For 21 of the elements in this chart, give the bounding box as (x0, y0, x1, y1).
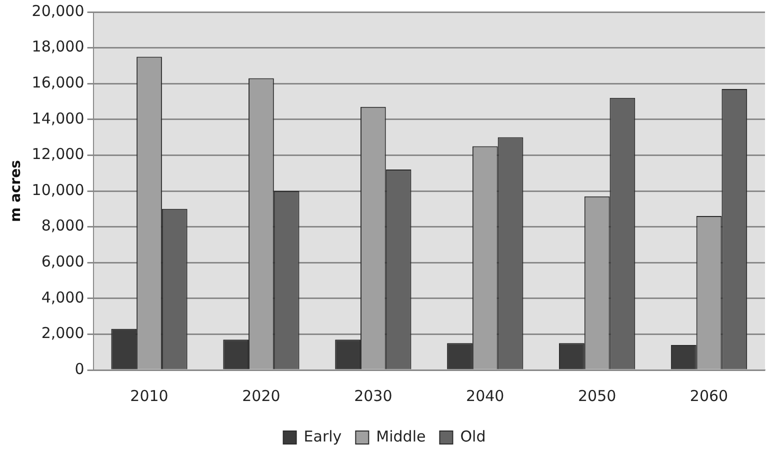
y-tick-label: 0 (74, 360, 84, 378)
x-tick-label: 2040 (466, 386, 504, 405)
y-tick-label: 2,000 (41, 324, 84, 342)
legend-label: Early (304, 427, 342, 446)
x-tick-label: 2020 (242, 386, 280, 405)
y-tick-label: 18,000 (32, 38, 84, 56)
y-tick-label: 20,000 (32, 2, 84, 20)
y-tick-label: 14,000 (32, 109, 84, 128)
x-tick-label: 2030 (354, 386, 392, 405)
y-tick-label: 8,000 (41, 216, 84, 235)
y-tick-label: 16,000 (32, 73, 84, 92)
x-tick-label: 2010 (130, 386, 168, 405)
legend-label: Old (460, 427, 486, 446)
y-tick-label: 6,000 (41, 252, 84, 270)
y-tick-label: 4,000 (41, 288, 84, 306)
x-tick-label: 2050 (578, 386, 616, 405)
legend-label: Middle (376, 427, 426, 446)
x-tick-label: 2060 (690, 386, 728, 405)
y-tick-label: 12,000 (32, 145, 84, 164)
y-axis-title: m acres (8, 160, 24, 222)
y-tick-label: 10,000 (32, 180, 84, 199)
